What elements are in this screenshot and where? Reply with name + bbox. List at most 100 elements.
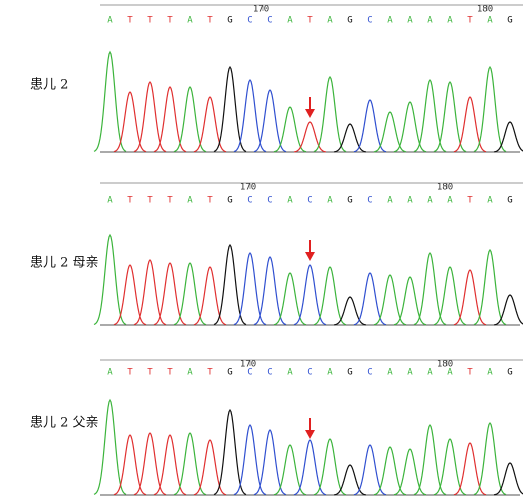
trace-peak xyxy=(313,266,347,326)
base-call: T xyxy=(207,368,213,378)
base-call: C xyxy=(247,368,252,378)
trace-peak xyxy=(293,121,327,153)
trace-peak xyxy=(153,262,187,326)
base-call: A xyxy=(187,368,193,378)
base-call: A xyxy=(387,196,393,206)
base-call: T xyxy=(207,16,213,26)
trace-peak xyxy=(433,438,467,496)
base-call: C xyxy=(267,196,272,206)
trace-peak xyxy=(313,75,347,153)
sample-label: 患儿 2 xyxy=(30,78,68,93)
trace-peak xyxy=(273,444,307,496)
trace-peak xyxy=(413,78,447,153)
trace-peak xyxy=(193,266,227,326)
base-call: G xyxy=(507,16,512,26)
base-call: A xyxy=(187,196,193,206)
base-call: C xyxy=(267,16,272,26)
base-call: T xyxy=(307,16,313,26)
trace-peak xyxy=(193,96,227,153)
trace-peak xyxy=(313,438,347,496)
trace-peak xyxy=(293,264,327,326)
trace-peak xyxy=(373,274,407,326)
trace-peak xyxy=(333,123,367,153)
base-call: A xyxy=(427,16,433,26)
trace-peak xyxy=(253,429,287,496)
trace-peak xyxy=(393,276,427,326)
base-call: A xyxy=(487,368,493,378)
base-call: T xyxy=(467,368,473,378)
base-call: C xyxy=(367,196,372,206)
trace-peak xyxy=(133,80,167,153)
base-call: T xyxy=(127,196,133,206)
trace-peak xyxy=(413,251,447,326)
base-call: C xyxy=(367,368,372,378)
trace-peak xyxy=(213,408,247,496)
base-call: C xyxy=(267,368,272,378)
base-call: A xyxy=(287,368,293,378)
base-call: G xyxy=(347,16,352,26)
base-call: A xyxy=(327,196,333,206)
base-call: T xyxy=(127,368,133,378)
trace-peak xyxy=(413,423,447,496)
position-tick: 180 xyxy=(477,5,493,15)
trace-peak xyxy=(373,111,407,153)
trace-peak xyxy=(473,421,507,496)
base-call: C xyxy=(307,368,312,378)
trace-peak xyxy=(153,434,187,496)
base-call: T xyxy=(167,16,173,26)
arrow-head xyxy=(305,430,315,439)
base-call: A xyxy=(327,16,333,26)
position-tick: 170 xyxy=(240,183,256,193)
arrow-head xyxy=(305,109,315,118)
base-call: T xyxy=(167,368,173,378)
base-call: A xyxy=(327,368,333,378)
base-call: A xyxy=(427,196,433,206)
base-call: T xyxy=(467,196,473,206)
trace-peak xyxy=(193,439,227,496)
base-call: A xyxy=(287,16,293,26)
base-call: A xyxy=(447,368,453,378)
trace-peak xyxy=(473,65,507,153)
base-call: T xyxy=(147,368,153,378)
base-call: T xyxy=(467,16,473,26)
trace-peak xyxy=(173,432,207,496)
base-call: A xyxy=(407,196,413,206)
base-call: T xyxy=(127,16,133,26)
trace-peak xyxy=(493,294,523,326)
trace-peak xyxy=(133,432,167,496)
base-call: G xyxy=(347,368,352,378)
trace-peak xyxy=(233,251,267,326)
trace-peak xyxy=(213,243,247,326)
base-call: A xyxy=(387,16,393,26)
base-call: G xyxy=(507,368,512,378)
trace-peak xyxy=(453,442,487,496)
trace-peak xyxy=(233,78,267,153)
base-call: G xyxy=(227,196,232,206)
base-call: A xyxy=(407,368,413,378)
trace-peak xyxy=(253,256,287,326)
trace-peak xyxy=(173,86,207,153)
trace-peak xyxy=(233,423,267,496)
trace-peak xyxy=(133,259,167,326)
trace-peak xyxy=(433,266,467,326)
trace-peak xyxy=(373,446,407,496)
trace-peak xyxy=(293,439,327,496)
base-call: T xyxy=(167,196,173,206)
trace-peak xyxy=(273,272,307,326)
base-call: A xyxy=(427,368,433,378)
trace-peak xyxy=(173,262,207,326)
trace-peak xyxy=(453,269,487,326)
position-tick: 170 xyxy=(253,5,269,15)
trace-peak xyxy=(333,296,367,326)
base-call: G xyxy=(227,16,232,26)
trace-peak xyxy=(473,248,507,326)
position-tick: 180 xyxy=(437,183,453,193)
base-call: A xyxy=(187,16,193,26)
base-call: A xyxy=(107,16,113,26)
base-call: C xyxy=(247,16,252,26)
position-tick: 180 xyxy=(437,360,453,370)
trace-peak xyxy=(113,91,147,153)
base-call: C xyxy=(247,196,252,206)
trace-peak xyxy=(353,272,387,326)
base-call: A xyxy=(387,368,393,378)
